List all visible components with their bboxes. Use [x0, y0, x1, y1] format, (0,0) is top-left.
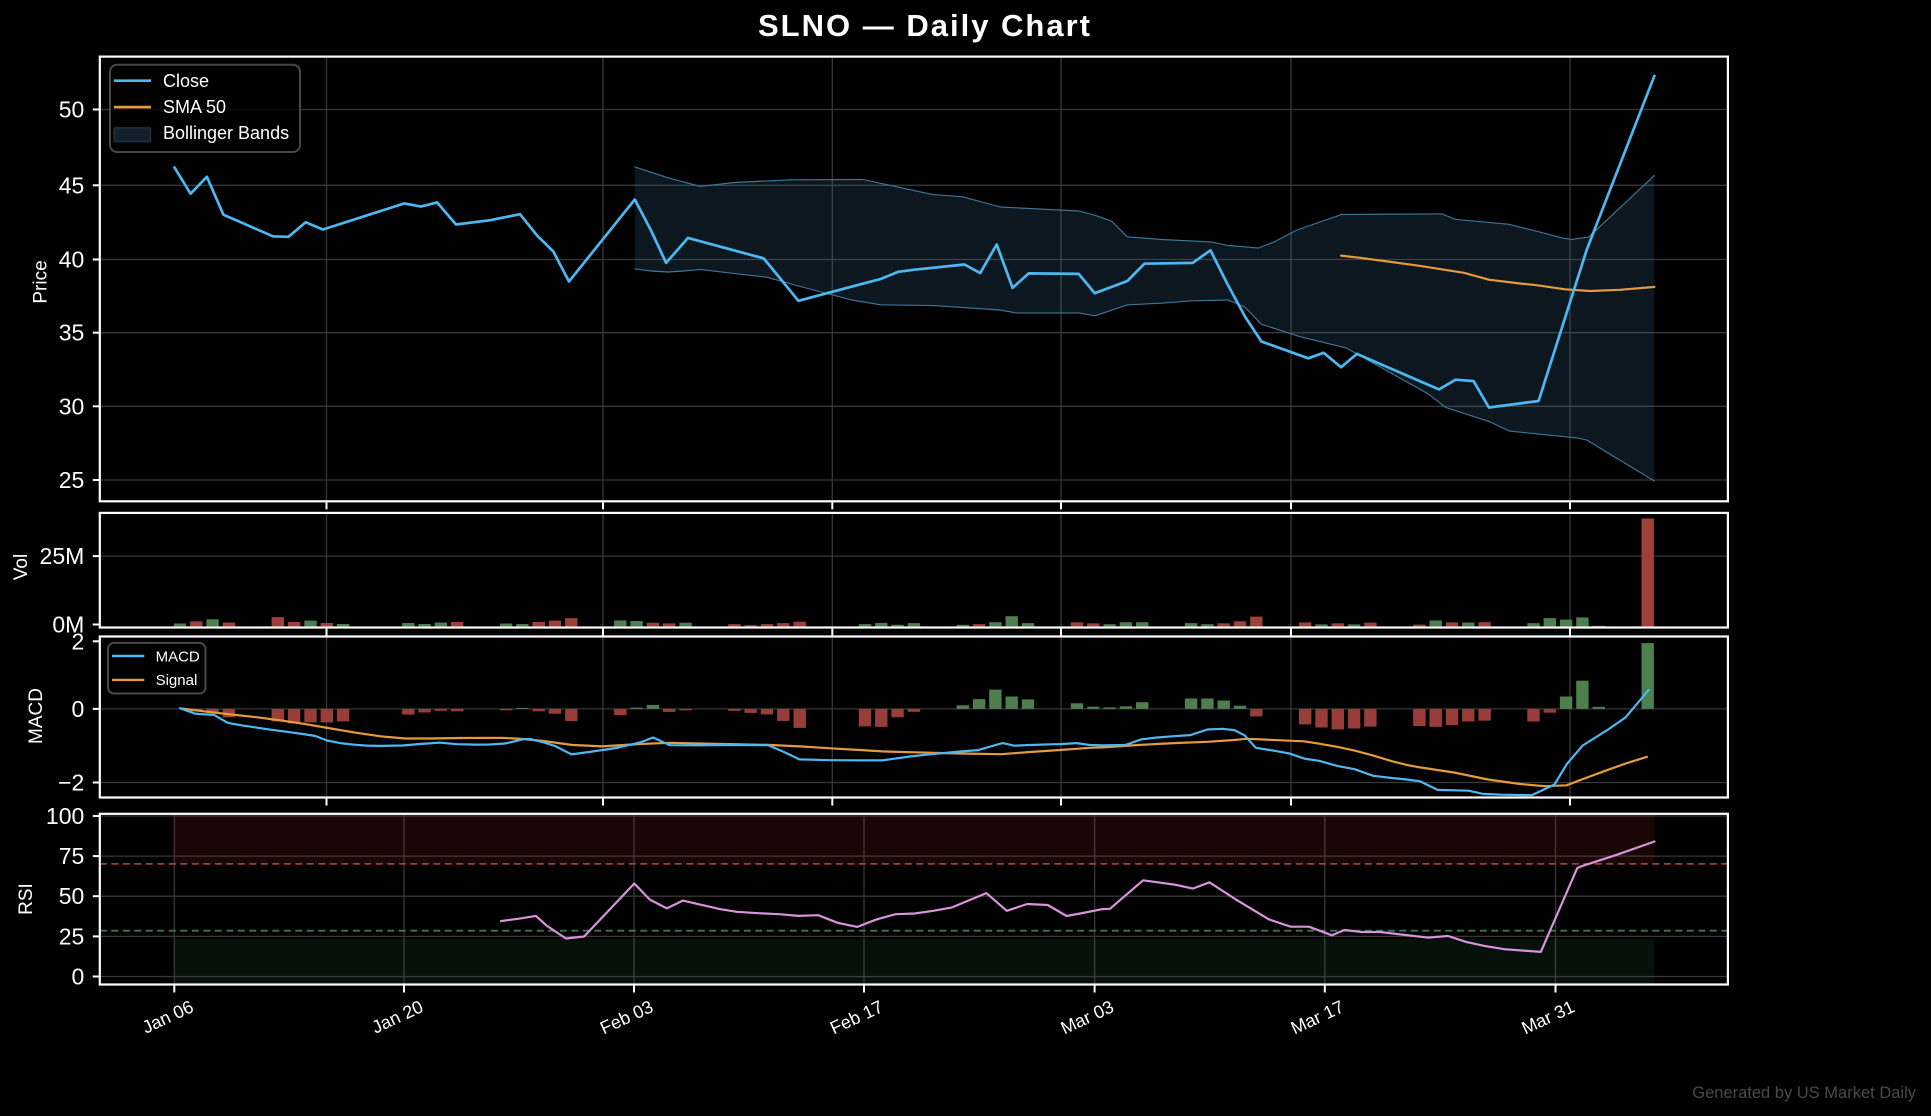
svg-text:Price: Price — [31, 260, 52, 303]
svg-text:2: 2 — [72, 628, 85, 654]
svg-text:SLNO — Daily Chart: SLNO — Daily Chart — [758, 8, 1092, 43]
svg-text:40: 40 — [59, 247, 85, 273]
svg-text:30: 30 — [59, 393, 85, 419]
svg-text:−2: −2 — [58, 770, 84, 796]
svg-text:0M: 0M — [52, 612, 84, 638]
svg-text:MACD: MACD — [26, 688, 47, 744]
svg-text:50: 50 — [59, 97, 85, 123]
svg-text:MACD: MACD — [156, 649, 200, 666]
svg-text:Close: Close — [163, 71, 209, 91]
svg-text:Generated by US Market Daily: Generated by US Market Daily — [1692, 1084, 1917, 1102]
svg-text:50: 50 — [59, 883, 85, 909]
svg-text:100: 100 — [46, 803, 84, 829]
svg-text:Vol: Vol — [11, 554, 32, 580]
svg-text:0: 0 — [72, 696, 85, 722]
svg-text:Bollinger Bands: Bollinger Bands — [163, 123, 289, 143]
svg-text:RSI: RSI — [16, 883, 37, 915]
svg-text:25: 25 — [59, 923, 85, 949]
svg-text:0: 0 — [72, 964, 85, 990]
svg-text:35: 35 — [59, 320, 85, 346]
svg-text:75: 75 — [59, 843, 85, 869]
svg-text:25: 25 — [59, 467, 85, 493]
svg-text:25M: 25M — [40, 543, 85, 569]
svg-text:Signal: Signal — [156, 672, 198, 689]
svg-text:SMA 50: SMA 50 — [163, 97, 226, 117]
svg-text:45: 45 — [59, 172, 85, 198]
